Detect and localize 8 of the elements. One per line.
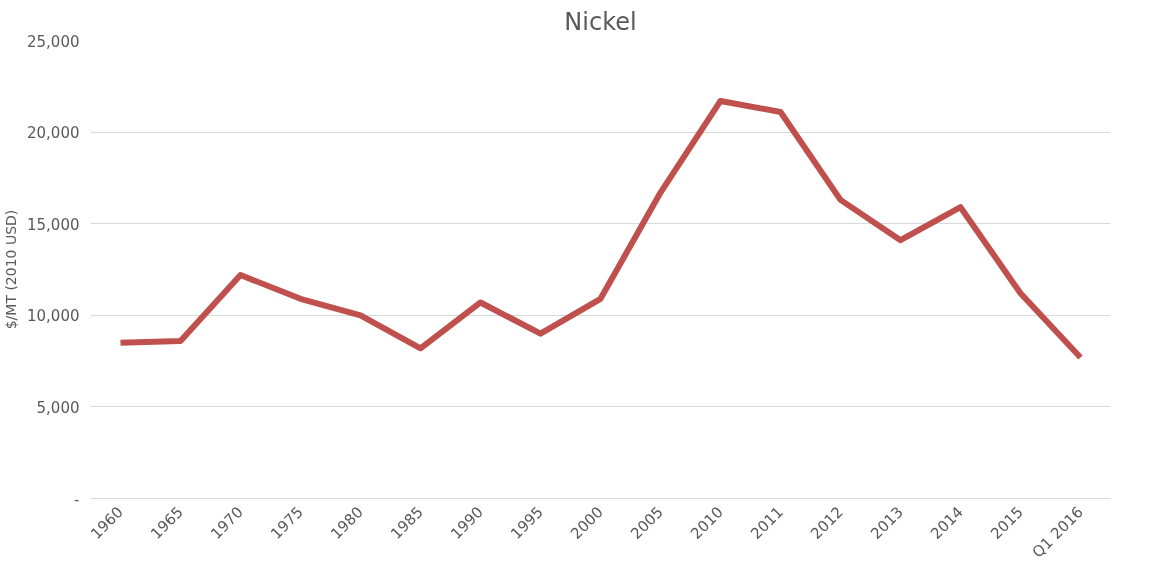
y-axis-title: $/MT (2010 USD) — [3, 209, 20, 330]
y-tick-label: 5,000 — [36, 398, 80, 417]
y-tick-label: - — [74, 490, 80, 509]
chart-title: Nickel — [564, 7, 637, 36]
y-tick-label: 25,000 — [27, 32, 80, 51]
y-tick-label: 20,000 — [27, 124, 80, 143]
y-tick-label: 10,000 — [27, 307, 80, 326]
y-tick-label: 15,000 — [27, 215, 80, 234]
